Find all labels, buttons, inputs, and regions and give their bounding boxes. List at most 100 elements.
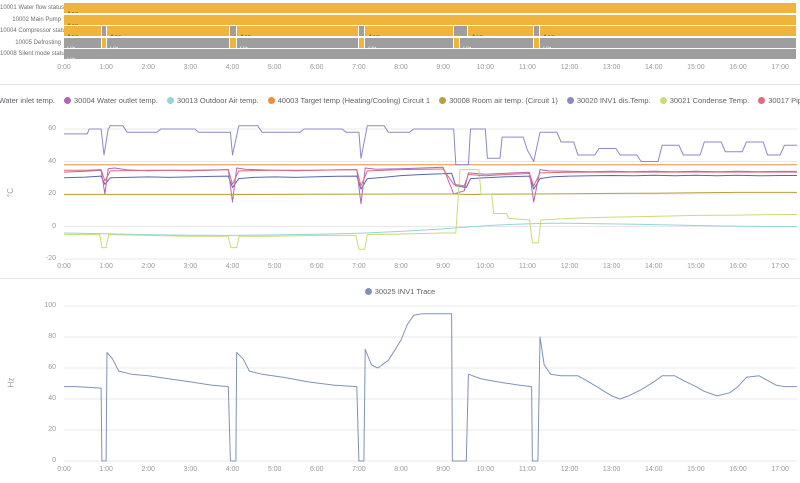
- time-tick-label: 11:00: [518, 263, 536, 270]
- legend-label: 40003 Target temp (Heating/Cooling) Circ…: [277, 96, 431, 105]
- timeline-segment[interactable]: Aan: [236, 26, 358, 36]
- timeline-segment[interactable]: [358, 26, 365, 36]
- y-tick-label: -20: [45, 255, 56, 262]
- y-tick-label: 100: [44, 302, 56, 309]
- time-tick-label: 15:00: [687, 64, 705, 71]
- time-tick-label: 0:00: [57, 64, 71, 71]
- timeline-segment[interactable]: [101, 37, 106, 48]
- legend-item[interactable]: 30020 INV1 dis.Temp.: [566, 96, 651, 105]
- series-line: [63, 166, 797, 205]
- time-tick-label: 4:00: [225, 64, 240, 71]
- timeline-segment[interactable]: Aan: [106, 26, 230, 36]
- time-tick-label: 6:00: [309, 64, 324, 71]
- temperature-legend: 30003 Water inlet temp. 30004 Water outle…: [0, 96, 800, 105]
- time-tick-label: 2:00: [141, 466, 156, 473]
- panel-divider: [0, 278, 800, 279]
- time-tick-label: 13:00: [602, 466, 621, 473]
- timeline-row-label: 10005 Defrosting: [15, 39, 61, 46]
- legend-item[interactable]: 30003 Water inlet temp.: [0, 96, 55, 105]
- timeline-segment[interactable]: Uit: [459, 37, 533, 48]
- time-tick-label: 0:00: [57, 263, 71, 270]
- panel-divider: [0, 84, 800, 85]
- timeline-state-label: Uit: [365, 45, 376, 48]
- timeline-segment[interactable]: [101, 26, 106, 36]
- timeline-state-label: Aan: [107, 33, 122, 36]
- time-tick-label: 9:00: [436, 64, 450, 71]
- legend-item[interactable]: 30013 Outdoor Air temp.: [166, 96, 259, 105]
- time-tick-label: 2:00: [141, 64, 156, 71]
- y-tick-label: 80: [48, 333, 56, 340]
- timeline-segment[interactable]: Uit: [540, 37, 796, 48]
- time-tick-label: 14:00: [645, 263, 663, 270]
- time-tick-label: 14:00: [645, 64, 663, 71]
- time-tick-label: 12:00: [560, 64, 579, 71]
- timeline-segment[interactable]: [453, 37, 459, 48]
- time-tick-label: 5:00: [267, 64, 282, 71]
- time-tick-label: 8:00: [394, 466, 408, 473]
- legend-item[interactable]: 30025 INV1 Trace: [364, 287, 435, 296]
- legend-item[interactable]: 30004 Water outlet temp.: [63, 96, 158, 105]
- y-tick-label: 40: [48, 157, 56, 165]
- timeline-segment[interactable]: [453, 26, 468, 36]
- timeline-state-label: Aan: [365, 33, 380, 36]
- timeline-segment[interactable]: [230, 37, 236, 48]
- timeline-segment[interactable]: Uit: [64, 37, 101, 48]
- timeline-segment[interactable]: [358, 37, 365, 48]
- time-tick-label: 3:00: [183, 64, 198, 71]
- y-tick-label: 20: [48, 190, 56, 197]
- timeline-row-label: 10008 Silent mode status: [0, 51, 68, 57]
- time-tick-label: 11:00: [518, 64, 536, 71]
- timeline-segment[interactable]: Aan: [64, 3, 796, 13]
- time-tick-label: 5:00: [267, 263, 282, 270]
- legend-label: 30021 Condense Temp.: [669, 96, 750, 105]
- timeline-segment[interactable]: [533, 37, 540, 48]
- timeline-segment[interactable]: Uit: [236, 37, 358, 48]
- legend-dot: [566, 97, 574, 104]
- time-tick-label: 10:00: [476, 263, 495, 270]
- timeline-segment[interactable]: Aan: [64, 14, 796, 25]
- timeline-row-label: 10004 Compressor status: [0, 28, 69, 34]
- time-tick-label: 9:00: [436, 263, 450, 270]
- timeline-segment[interactable]: Uit: [106, 37, 230, 48]
- series-line: [64, 313, 797, 462]
- legend-item[interactable]: 30021 Condense Temp.: [659, 96, 750, 105]
- time-tick-label: 0:00: [57, 466, 71, 473]
- timeline-segment[interactable]: [533, 26, 540, 36]
- series-line: [64, 125, 797, 166]
- timeline-segment[interactable]: Aan: [468, 26, 533, 36]
- legend-dot: [758, 97, 766, 104]
- timeline-state-label: Uit: [460, 45, 471, 48]
- timeline-segment[interactable]: Uit: [64, 49, 796, 59]
- timeline-segment[interactable]: Uit: [365, 37, 453, 48]
- time-tick-label: 16:00: [729, 64, 747, 71]
- timeline-state-label: Aan: [237, 33, 252, 36]
- time-tick-label: 13:00: [602, 263, 621, 270]
- legend-dot: [267, 97, 275, 104]
- legend-label: 30020 INV1 dis.Temp.: [576, 96, 651, 105]
- legend-item[interactable]: 40003 Target temp (Heating/Cooling) Circ…: [267, 96, 431, 105]
- time-tick-label: 17:00: [771, 64, 789, 71]
- timeline-segment[interactable]: Aan: [64, 26, 101, 36]
- timeline-segment[interactable]: Aan: [365, 26, 453, 36]
- time-tick-label: 7:00: [352, 466, 366, 473]
- time-tick-label: 1:00: [99, 64, 113, 71]
- timeline-state-label: Aan: [64, 10, 79, 13]
- legend-dot: [166, 97, 174, 104]
- time-tick-label: 1:00: [99, 466, 113, 473]
- legend-item[interactable]: 30008 Room air temp. (Circuit 1): [439, 96, 558, 105]
- time-tick-label: 9:00: [436, 466, 450, 473]
- time-tick-label: 2:00: [141, 263, 156, 270]
- legend-item[interactable]: 30017 Pipe in Temp: [758, 96, 800, 105]
- timeline-row-label: 10002 Main Pump: [12, 16, 61, 23]
- legend-label: 30013 Outdoor Air temp.: [176, 96, 259, 105]
- time-tick-label: 16:00: [729, 263, 747, 270]
- y-tick-label: 40: [48, 395, 56, 402]
- timeline-segment[interactable]: Aan: [540, 26, 796, 36]
- timeline-segment[interactable]: [230, 26, 236, 36]
- time-tick-label: 17:00: [771, 263, 789, 270]
- time-tick-label: 13:00: [602, 64, 621, 71]
- inverter-legend: 30025 INV1 Trace: [0, 287, 800, 296]
- timeline-state-label: Aan: [64, 22, 79, 25]
- timeline-row-label: 10001 Water flow status: [0, 5, 65, 11]
